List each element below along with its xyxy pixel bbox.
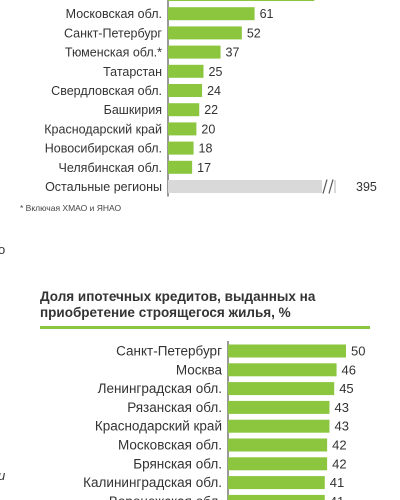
category-label: Челябинская обл. bbox=[59, 161, 162, 175]
bar bbox=[228, 476, 325, 490]
value-label: 46 bbox=[342, 362, 356, 377]
category-label: Краснодарский край bbox=[44, 122, 162, 136]
bar bbox=[228, 419, 330, 433]
bar bbox=[228, 494, 325, 500]
bar bbox=[168, 0, 315, 1]
axis-break-mark bbox=[322, 179, 328, 194]
category-label: Москва bbox=[119, 0, 162, 2]
value-label: 37 bbox=[226, 46, 240, 60]
value-label: 41 bbox=[330, 475, 344, 490]
category-label: Татарстан bbox=[103, 65, 162, 79]
category-label: Калининградская обл. bbox=[83, 475, 222, 490]
category-label: Санкт-Петербург bbox=[116, 344, 222, 359]
title-underline bbox=[40, 326, 370, 329]
bar bbox=[168, 141, 194, 155]
bar bbox=[168, 84, 203, 97]
category-label: Остальные регионы bbox=[45, 180, 162, 194]
category-label: Ленинградская обл. bbox=[98, 381, 222, 396]
value-label: 22 bbox=[204, 103, 218, 117]
bar bbox=[168, 160, 193, 174]
bar bbox=[228, 400, 330, 414]
value-label: 103 bbox=[319, 0, 340, 2]
category-label: Новосибирская обл. bbox=[45, 142, 162, 156]
chart1-footnote: * Включая ХМАО и ЯНАО bbox=[20, 203, 122, 213]
category-label: Свердловская обл. bbox=[51, 84, 162, 98]
category-label: Московская обл. bbox=[66, 7, 162, 21]
value-label: 42 bbox=[332, 438, 346, 453]
category-label: Воронежская обл. bbox=[109, 494, 222, 500]
bar bbox=[228, 457, 328, 471]
category-label: Тюменская обл.* bbox=[65, 46, 162, 60]
value-label: 395 bbox=[356, 180, 377, 194]
category-label: Московская обл. bbox=[118, 438, 222, 453]
stray-text-fragment: и bbox=[0, 468, 5, 483]
stray-text-fragment: o bbox=[0, 242, 6, 257]
value-label: 42 bbox=[332, 456, 346, 471]
value-label: 50 bbox=[351, 344, 365, 359]
category-label: Краснодарский край bbox=[95, 419, 222, 434]
bar bbox=[168, 122, 197, 136]
value-label: 61 bbox=[260, 7, 274, 21]
chart2-title: Доля ипотечных кредитов, выданных на при… bbox=[40, 289, 316, 320]
value-label: 43 bbox=[334, 400, 348, 415]
bar bbox=[168, 26, 242, 40]
bar bbox=[168, 103, 200, 117]
bar bbox=[168, 64, 204, 78]
value-label: 17 bbox=[197, 161, 211, 175]
axis-break-gap bbox=[322, 179, 334, 194]
value-label: 41 bbox=[330, 494, 344, 500]
axis-break-mark bbox=[328, 179, 334, 194]
bar bbox=[168, 180, 336, 193]
bar bbox=[228, 382, 335, 396]
category-label: Башкирия bbox=[104, 103, 162, 117]
bar bbox=[228, 438, 328, 452]
value-label: 25 bbox=[209, 65, 223, 79]
category-label: Москва bbox=[176, 362, 223, 377]
value-label: 45 bbox=[339, 381, 353, 396]
category-label: Санкт-Петербург bbox=[64, 26, 162, 40]
bar bbox=[228, 363, 337, 377]
value-label: 43 bbox=[334, 419, 348, 434]
value-label: 18 bbox=[199, 142, 213, 156]
bar bbox=[168, 7, 255, 21]
value-label: 52 bbox=[247, 26, 261, 40]
value-label: 24 bbox=[207, 84, 221, 98]
regions-bar-chart: Москва 103 Московская обл. 61 Санкт-Петербур… bbox=[44, 0, 377, 197]
bar bbox=[168, 45, 221, 59]
category-label: Брянская обл. bbox=[133, 456, 222, 471]
value-label: 20 bbox=[201, 122, 215, 136]
category-label: Рязанская обл. bbox=[127, 400, 222, 415]
bar bbox=[228, 344, 346, 358]
